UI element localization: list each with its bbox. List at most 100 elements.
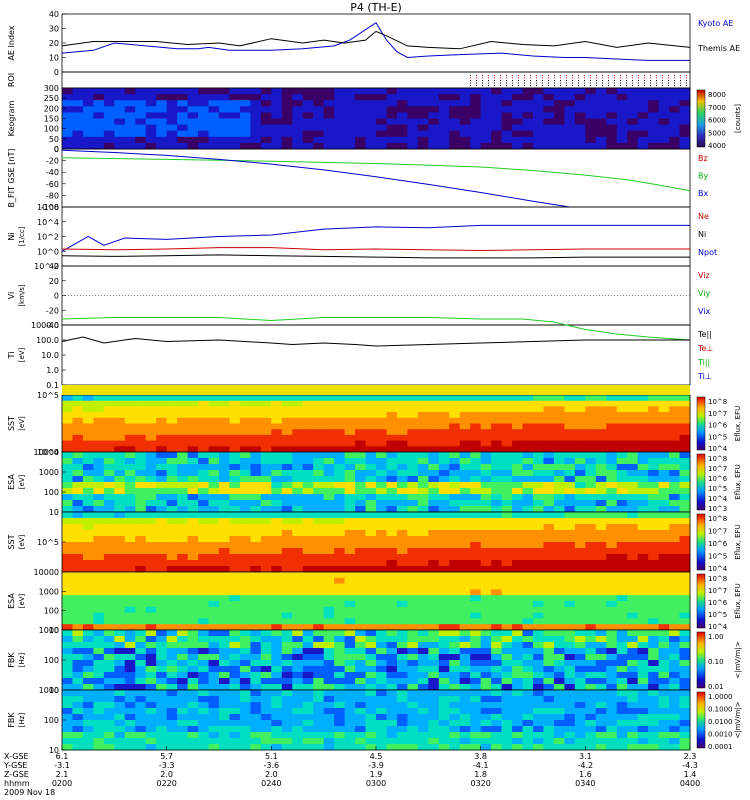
spectrogram-cell <box>616 512 628 519</box>
spectrogram-cell <box>449 678 461 685</box>
spectrogram-cell <box>574 660 586 667</box>
spectrogram-cell <box>543 400 555 407</box>
spectrogram-cell <box>627 696 639 703</box>
spectrogram-cell <box>208 412 220 419</box>
roi-marker <box>668 80 669 81</box>
spectrogram-cell <box>103 452 115 459</box>
spectrogram-cell <box>198 100 209 107</box>
spectrogram-cell <box>376 618 387 625</box>
spectrogram-cell <box>187 118 199 125</box>
spectrogram-cell <box>334 395 345 402</box>
spectrogram-cell <box>428 601 440 608</box>
spectrogram-cell <box>553 506 565 513</box>
spectrogram-cell <box>553 636 565 643</box>
roi-marker <box>476 75 477 76</box>
spectrogram-cell <box>616 708 628 715</box>
spectrogram-cell <box>438 112 450 119</box>
spectrogram-cell <box>648 702 659 709</box>
spectrogram-cell <box>260 417 272 424</box>
spectrogram-cell <box>553 446 565 453</box>
spectrogram-cell <box>365 738 377 745</box>
spectrogram-cell <box>553 106 565 113</box>
roi-marker <box>680 80 681 81</box>
spectrogram-cell <box>187 738 199 745</box>
spectrogram-cell <box>585 434 597 441</box>
spectrogram-cell <box>648 512 659 519</box>
spectrogram-cell <box>438 100 450 107</box>
spectrogram-cell <box>292 536 304 543</box>
spectrogram-cell <box>386 446 398 453</box>
spectrogram-cell <box>72 464 84 471</box>
spectrogram-cell <box>438 720 450 727</box>
spectrogram-cell <box>187 470 199 477</box>
spectrogram-cell <box>407 530 419 537</box>
spectrogram-cell <box>637 458 649 465</box>
spectrogram-cell <box>428 417 440 424</box>
spectrogram-cell <box>93 88 105 95</box>
spectrogram-cell <box>365 630 377 637</box>
ephemeris-value: 1.6 <box>579 770 592 779</box>
spectrogram-cell <box>323 583 335 590</box>
spectrogram-cell <box>658 666 670 673</box>
spectrogram-cell <box>334 506 345 513</box>
spectrogram-cell <box>271 536 283 543</box>
spectrogram-cell <box>543 464 555 471</box>
y-tick-label: 10^6 <box>37 203 59 212</box>
spectrogram-cell <box>522 476 534 483</box>
spectrogram-cell <box>239 530 251 537</box>
spectrogram-cell <box>135 618 147 625</box>
spectrogram-cell <box>417 142 429 150</box>
footer: 6.1-3.12.102005.7-3.32.002205.1-3.62.002… <box>3 746 700 797</box>
spectrogram-cell <box>302 630 314 637</box>
spectrogram-cell <box>103 518 115 525</box>
spectrogram-cell <box>239 636 251 643</box>
spectrogram-cell <box>292 88 304 95</box>
spectrogram-cell <box>145 518 157 525</box>
spectrogram-cell <box>114 440 126 447</box>
spectrogram-cell <box>82 464 94 471</box>
spectrogram-cell <box>271 601 283 608</box>
spectrogram-cell <box>145 744 157 751</box>
spectrogram-cell <box>679 666 691 673</box>
spectrogram-cell <box>334 406 345 413</box>
spectrogram-cell <box>501 406 513 413</box>
spectrogram-cell <box>219 94 230 101</box>
spectrogram-cell <box>198 506 209 513</box>
spectrogram-cell <box>219 738 230 745</box>
spectrogram-cell <box>658 601 670 608</box>
spectrogram-cell <box>627 130 639 138</box>
spectrogram-cell <box>480 583 492 590</box>
spectrogram-cell <box>281 482 293 489</box>
spectrogram-cell <box>533 118 544 125</box>
spectrogram-cell <box>344 112 356 119</box>
spectrogram-cell <box>292 583 304 590</box>
spectrogram-cell <box>323 400 335 407</box>
spectrogram-cell <box>82 624 94 631</box>
spectrogram-cell <box>72 130 84 138</box>
spectrogram-cell <box>658 118 670 125</box>
spectrogram-cell <box>156 434 168 441</box>
spectrogram-cell <box>114 708 126 715</box>
spectrogram-cell <box>459 566 471 573</box>
spectrogram-cell <box>156 500 168 507</box>
spectrogram-cell <box>595 512 607 519</box>
spectrogram-cell <box>606 500 618 507</box>
spectrogram-cell <box>417 124 429 132</box>
spectrogram-cell <box>376 423 387 430</box>
spectrogram-cell <box>292 112 304 119</box>
spectrogram-cell <box>177 726 188 733</box>
spectrogram-cell <box>386 666 398 673</box>
roi-marker <box>686 80 687 81</box>
spectrogram-cell <box>198 458 209 465</box>
spectrogram-cell <box>669 554 680 561</box>
spectrogram-cell <box>334 678 345 685</box>
colorbar-tick: 10^7 <box>708 528 727 536</box>
spectrogram-cell <box>428 130 440 138</box>
spectrogram-cell <box>648 536 659 543</box>
spectrogram-cell <box>637 142 649 150</box>
spectrogram-cell <box>323 452 335 459</box>
spectrogram-cell <box>658 464 670 471</box>
spectrogram-cell <box>344 476 356 483</box>
spectrogram-cell <box>459 446 471 453</box>
spectrogram-cell <box>428 720 440 727</box>
